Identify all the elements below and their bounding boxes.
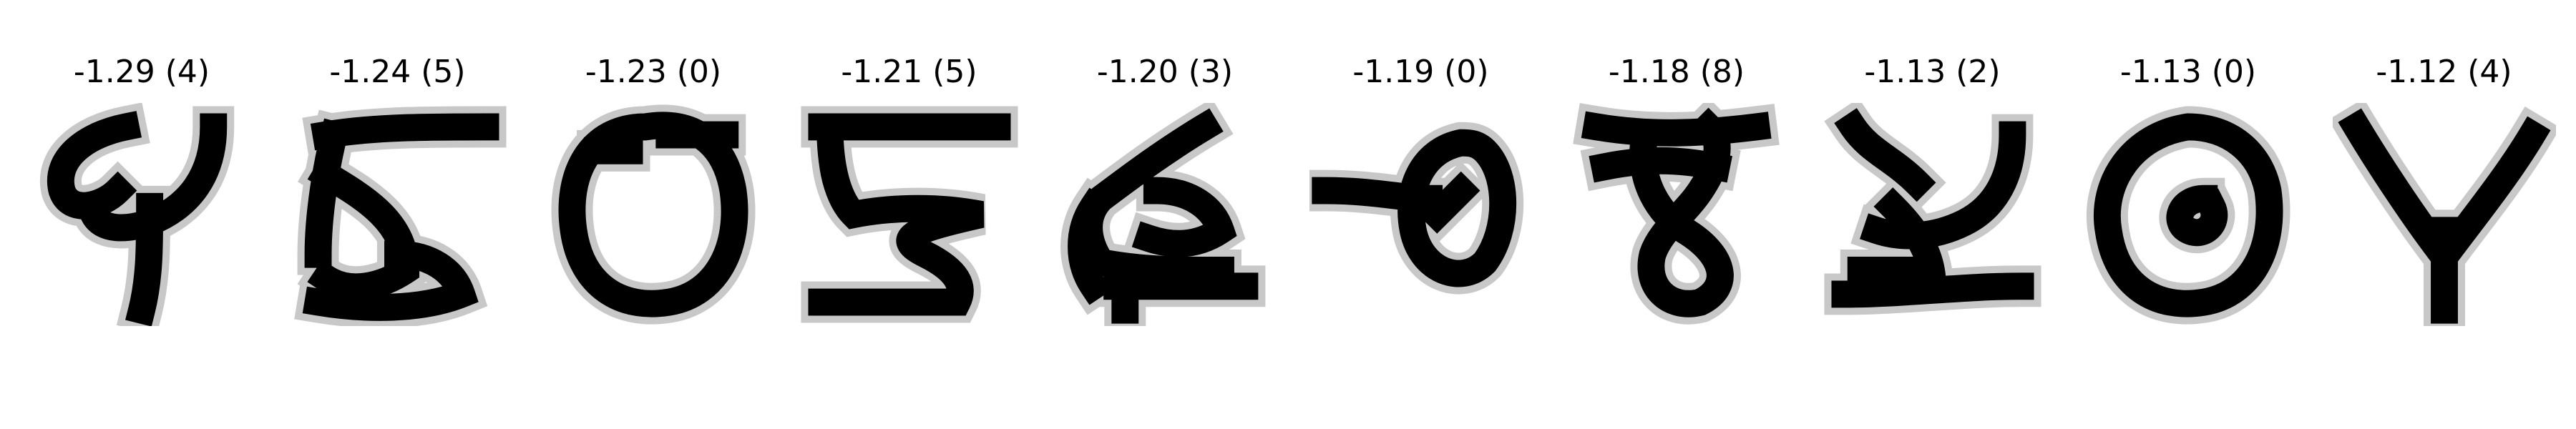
digit-caption: -1.19 (0) bbox=[1352, 54, 1489, 90]
digit-caption: -1.29 (4) bbox=[73, 54, 210, 90]
digit-caption: -1.13 (0) bbox=[2119, 54, 2257, 90]
digit-image bbox=[40, 103, 235, 326]
digit-caption: -1.24 (5) bbox=[329, 54, 466, 90]
digit-stroke bbox=[1131, 177, 1237, 257]
digit-stroke bbox=[302, 240, 479, 321]
digit-caption: -1.21 (5) bbox=[841, 54, 977, 90]
digit-image bbox=[551, 104, 756, 325]
digit-stroke bbox=[807, 113, 984, 316]
digit-stroke bbox=[304, 118, 351, 268]
digit-stroke bbox=[2337, 108, 2455, 266]
digit-stroke bbox=[1397, 129, 1516, 287]
digit-image bbox=[1823, 103, 2041, 315]
digit-stroke bbox=[1068, 187, 1112, 305]
digit-caption: -1.20 (3) bbox=[1096, 54, 1234, 90]
digit-image bbox=[293, 106, 507, 326]
digit-stroke bbox=[1581, 111, 1772, 147]
digit-stroke bbox=[1833, 108, 1936, 202]
digit-stroke bbox=[558, 112, 748, 317]
digit-image bbox=[2086, 106, 2290, 325]
digit-stroke bbox=[2433, 116, 2551, 266]
digit-caption: -1.13 (2) bbox=[1864, 54, 2001, 90]
digit-stroke bbox=[1830, 272, 2034, 308]
digit-stroke bbox=[1629, 107, 1734, 317]
digit-stroke bbox=[125, 192, 164, 326]
digit-caption: -1.18 (8) bbox=[1608, 54, 1745, 90]
digit-image bbox=[2332, 103, 2556, 326]
digit-stroke bbox=[310, 113, 499, 151]
digit-image bbox=[800, 106, 1018, 323]
digit-image bbox=[1060, 103, 1266, 326]
digit-stroke bbox=[2166, 184, 2228, 247]
digit-image bbox=[1309, 122, 1523, 295]
digit-stroke bbox=[2094, 113, 2283, 317]
digit-caption: -1.23 (0) bbox=[585, 54, 722, 90]
digit-image bbox=[1573, 103, 1780, 325]
digit-stroke bbox=[1417, 171, 1480, 234]
digit-caption: -1.12 (4) bbox=[2376, 54, 2512, 90]
